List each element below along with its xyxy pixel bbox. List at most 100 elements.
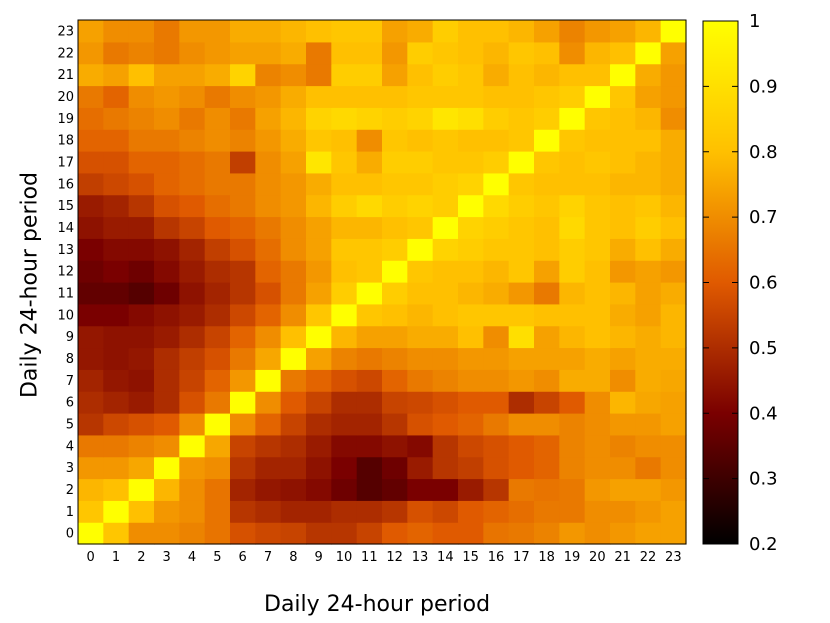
- heatmap-cell: [306, 434, 332, 458]
- x-tick-label: 0: [87, 550, 95, 565]
- heatmap-cell: [407, 20, 434, 43]
- heatmap-cell: [458, 20, 484, 43]
- y-tick-label: 15: [57, 199, 74, 214]
- heatmap-cell: [610, 456, 636, 480]
- heatmap-cell: [660, 303, 687, 327]
- heatmap-cell: [306, 282, 332, 305]
- y-tick-label: 6: [66, 396, 74, 411]
- heatmap-cell: [306, 456, 332, 480]
- heatmap-cells: [78, 20, 687, 545]
- heatmap-cell: [432, 347, 459, 370]
- heatmap-cell: [559, 391, 586, 414]
- heatmap-cell: [306, 369, 332, 392]
- heatmap-cell: [635, 391, 662, 414]
- heatmap-cell: [103, 63, 130, 87]
- y-tick-label: 9: [66, 330, 74, 345]
- heatmap-cell: [103, 107, 130, 130]
- x-tick-label: 2: [137, 550, 145, 565]
- heatmap-cell: [179, 129, 206, 152]
- heatmap-cell: [154, 391, 180, 414]
- heatmap-cell: [534, 238, 560, 261]
- heatmap-cell: [280, 434, 307, 458]
- heatmap-cell: [230, 522, 256, 545]
- heatmap-cell: [559, 282, 586, 305]
- heatmap-cell: [610, 216, 636, 239]
- heatmap-cell: [483, 129, 510, 152]
- x-tick-label: 16: [488, 550, 505, 565]
- heatmap-cell: [179, 20, 206, 43]
- heatmap-cell: [508, 369, 535, 392]
- heatmap-cell: [660, 107, 687, 130]
- heatmap-cell: [508, 500, 535, 523]
- heatmap-cell: [128, 238, 155, 261]
- heatmap-cell: [660, 216, 687, 239]
- heatmap-cell: [230, 41, 256, 65]
- heatmap-cell: [559, 325, 586, 349]
- heatmap-cell: [584, 63, 611, 87]
- heatmap-cell: [382, 500, 408, 523]
- heatmap-cell: [154, 282, 180, 305]
- heatmap-cell: [610, 325, 636, 349]
- heatmap-cell: [660, 413, 687, 436]
- heatmap-cell: [635, 151, 662, 174]
- heatmap-cell: [483, 41, 510, 65]
- heatmap-cell: [204, 129, 231, 152]
- heatmap-cell: [128, 522, 155, 545]
- y-tick-label: 10: [57, 308, 74, 323]
- heatmap-cell: [584, 129, 611, 152]
- heatmap-cell: [382, 522, 408, 545]
- heatmap-cell: [128, 172, 155, 196]
- y-tick-label: 11: [57, 286, 74, 301]
- heatmap-cell: [255, 63, 282, 87]
- heatmap-cell: [204, 238, 231, 261]
- heatmap-cell: [407, 456, 434, 480]
- heatmap-cell: [128, 151, 155, 174]
- heatmap-cell: [204, 434, 231, 458]
- heatmap-cell: [407, 282, 434, 305]
- heatmap-cell: [230, 194, 256, 218]
- heatmap-cell: [458, 238, 484, 261]
- y-tick-label: 18: [57, 134, 74, 149]
- heatmap-cell: [103, 522, 130, 545]
- heatmap-cell: [458, 41, 484, 65]
- heatmap-cell: [255, 413, 282, 436]
- heatmap-cell: [382, 303, 408, 327]
- colorbar-tick-label: 0.4: [749, 403, 778, 424]
- heatmap-cell: [483, 413, 510, 436]
- heatmap-cell: [331, 238, 358, 261]
- heatmap-cell: [128, 325, 155, 349]
- colorbar-tick-label: 0.7: [749, 207, 778, 228]
- heatmap-cell: [559, 151, 586, 174]
- heatmap-cell: [635, 41, 662, 65]
- heatmap-cell: [280, 282, 307, 305]
- heatmap-cell: [179, 347, 206, 370]
- heatmap-cell: [508, 172, 535, 196]
- heatmap-cell: [483, 478, 510, 501]
- colorbar-tick-label: 0.9: [749, 76, 778, 97]
- heatmap-cell: [534, 500, 560, 523]
- heatmap-cell: [128, 478, 155, 501]
- heatmap-cell: [635, 238, 662, 261]
- heatmap-cell: [204, 172, 231, 196]
- heatmap-cell: [204, 347, 231, 370]
- heatmap-cell: [280, 129, 307, 152]
- heatmap-cell: [331, 63, 358, 87]
- heatmap-cell: [559, 413, 586, 436]
- heatmap-cell: [154, 347, 180, 370]
- heatmap-cell: [204, 456, 231, 480]
- heatmap-cell: [103, 151, 130, 174]
- heatmap-cell: [306, 41, 332, 65]
- heatmap-cell: [331, 522, 358, 545]
- heatmap-cell: [356, 238, 383, 261]
- x-tick-label: 11: [361, 550, 378, 565]
- heatmap-cell: [610, 41, 636, 65]
- heatmap-cell: [559, 172, 586, 196]
- heatmap-cell: [280, 478, 307, 501]
- heatmap-cell: [584, 478, 611, 501]
- heatmap-cell: [508, 391, 535, 414]
- heatmap-cell: [483, 282, 510, 305]
- heatmap-cell: [407, 151, 434, 174]
- heatmap-cell: [331, 107, 358, 130]
- heatmap-cell: [331, 303, 358, 327]
- heatmap-cell: [179, 456, 206, 480]
